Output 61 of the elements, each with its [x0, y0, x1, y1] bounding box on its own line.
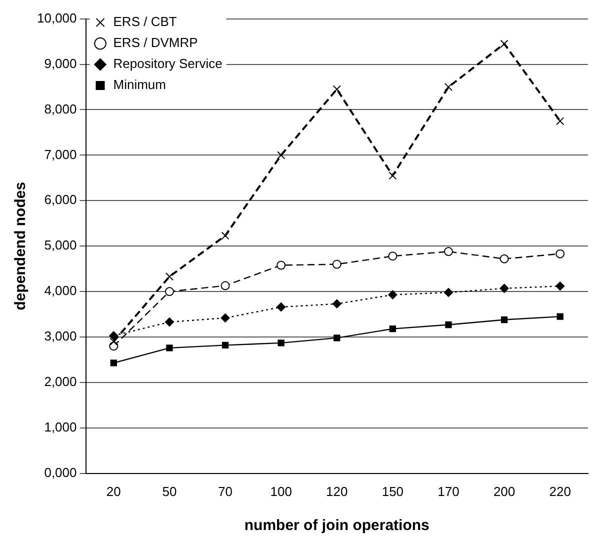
- point: [110, 360, 117, 366]
- point: [556, 313, 564, 320]
- point: [165, 272, 174, 281]
- legend-label: ERS / DVMRP: [113, 35, 198, 50]
- point: [164, 287, 174, 296]
- point: [220, 281, 230, 290]
- y-tick-label: 8,000: [44, 101, 77, 116]
- point: [445, 321, 452, 328]
- point: [556, 117, 564, 126]
- point: [276, 302, 286, 312]
- y-tick-label: 7,000: [44, 146, 77, 162]
- y-tick-label: 3,000: [44, 328, 77, 344]
- point: [220, 313, 230, 322]
- point: [500, 284, 509, 293]
- point: [334, 334, 340, 342]
- point: [444, 247, 453, 256]
- x-tick-label: 170: [438, 484, 460, 499]
- point: [444, 82, 453, 92]
- y-tick-label: 9,000: [44, 56, 77, 71]
- x-tick-label: 70: [218, 484, 233, 499]
- point: [388, 172, 397, 180]
- y-tick-label: 5,000: [44, 238, 77, 253]
- x-tick-label: 150: [382, 484, 404, 499]
- x-tick-label: 220: [549, 484, 571, 499]
- y-tick-label: 6,000: [44, 192, 77, 208]
- point: [556, 249, 565, 258]
- y-axis-title: dependend nodes: [12, 182, 30, 310]
- point: [332, 85, 341, 94]
- point: [388, 252, 398, 261]
- point: [277, 151, 286, 160]
- point: [164, 318, 174, 327]
- point: [221, 232, 230, 240]
- point: [444, 288, 453, 297]
- point: [166, 344, 173, 352]
- point: [556, 282, 565, 291]
- x-tick-label: 50: [162, 484, 177, 499]
- y-tick-label: 1,000: [44, 420, 77, 435]
- point: [388, 290, 398, 300]
- x-tick-label: 120: [326, 484, 348, 499]
- x-tick-label: 100: [270, 484, 292, 499]
- point: [332, 260, 342, 269]
- legend-label: Repository Service: [113, 56, 222, 72]
- point: [332, 299, 342, 308]
- point: [500, 254, 509, 264]
- point: [500, 40, 508, 48]
- y-tick-label: 0,000: [44, 464, 77, 480]
- y-tick-label: 4,000: [44, 283, 77, 298]
- point: [222, 342, 229, 349]
- point: [110, 338, 118, 346]
- point: [389, 326, 396, 332]
- point: [276, 260, 286, 270]
- point: [500, 316, 508, 324]
- x-tick-label: 200: [493, 484, 516, 499]
- y-tick-label: 2,000: [44, 374, 77, 390]
- point: [278, 340, 284, 346]
- y-tick-label: 10,000: [36, 10, 77, 26]
- x-axis-title: number of join operations: [244, 517, 430, 534]
- legend-label: Minimum: [113, 77, 166, 92]
- x-tick-label: 20: [106, 484, 121, 499]
- legend-label: ERS / CBT: [113, 14, 177, 30]
- point: [109, 331, 118, 340]
